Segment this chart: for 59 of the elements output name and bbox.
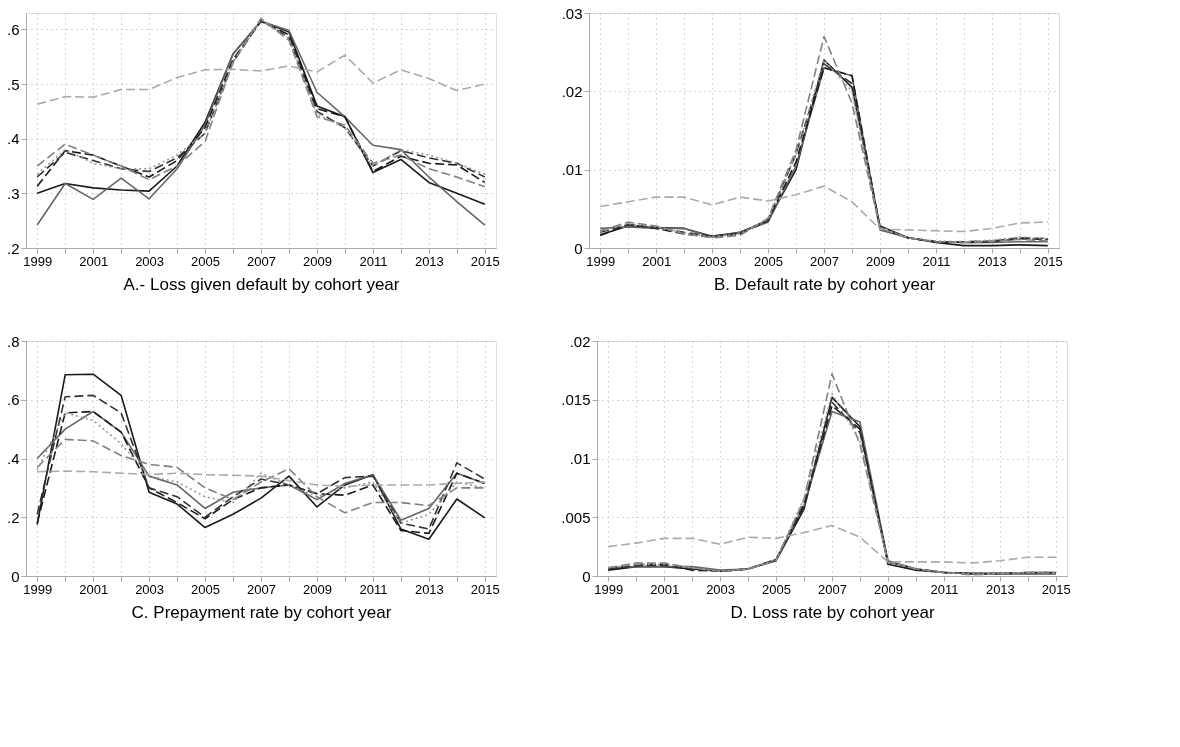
y-tick-label: 0 bbox=[574, 239, 583, 257]
x-tick-label: 2013 bbox=[414, 253, 444, 269]
x-tick-label: 2011 bbox=[930, 581, 959, 597]
x-tick-label: 2003 bbox=[135, 253, 165, 269]
y-tick-label: .015 bbox=[561, 391, 591, 409]
x-tick-label: 1999 bbox=[586, 253, 616, 269]
y-tick-label: .02 bbox=[561, 82, 583, 100]
x-tick-label: 2005 bbox=[762, 581, 792, 597]
y-tick-label: .6 bbox=[6, 391, 20, 409]
x-tick-label: 2009 bbox=[302, 581, 332, 597]
x-tick-label: 2003 bbox=[135, 581, 165, 597]
x-tick-label: 2013 bbox=[985, 581, 1015, 597]
x-tick-label: 2007 bbox=[247, 253, 276, 269]
y-tick-label: .4 bbox=[6, 450, 20, 467]
y-tick-label: .005 bbox=[561, 508, 591, 526]
x-tick-label: 1999 bbox=[594, 581, 624, 597]
x-axis-title: B. Default rate by cohort year bbox=[713, 274, 936, 294]
x-tick-label: 2011 bbox=[359, 253, 388, 269]
y-tick-label: .01 bbox=[561, 161, 583, 179]
y-tick-label: .5 bbox=[6, 75, 20, 93]
x-tick-label: 2003 bbox=[706, 581, 736, 597]
y-tick-label: .2 bbox=[6, 508, 20, 526]
y-tick-label: .6 bbox=[6, 20, 20, 38]
x-tick-label: 2013 bbox=[977, 253, 1007, 269]
x-tick-label: 2001 bbox=[650, 581, 680, 597]
x-axis-title: C. Prepayment rate by cohort year bbox=[131, 602, 392, 622]
x-tick-label: 2001 bbox=[79, 253, 109, 269]
x-tick-label: 2009 bbox=[302, 253, 332, 269]
x-tick-label: 2005 bbox=[191, 253, 221, 269]
y-tick-label: 0 bbox=[11, 567, 20, 585]
y-tick-label: .8 bbox=[6, 332, 20, 350]
x-tick-label: 2015 bbox=[470, 581, 500, 597]
x-tick-label: 2007 bbox=[818, 581, 847, 597]
x-tick-label: 1999 bbox=[23, 253, 53, 269]
y-tick-label: .2 bbox=[6, 239, 20, 257]
x-axis-title: D. Loss rate by cohort year bbox=[730, 602, 935, 622]
x-tick-label: 2015 bbox=[1033, 253, 1063, 269]
x-tick-label: 2011 bbox=[359, 581, 388, 597]
x-tick-label: 2005 bbox=[191, 581, 221, 597]
x-tick-label: 2003 bbox=[698, 253, 728, 269]
x-tick-label: 2013 bbox=[414, 581, 444, 597]
x-tick-label: 2001 bbox=[642, 253, 672, 269]
x-tick-label: 2011 bbox=[922, 253, 951, 269]
y-tick-label: 0 bbox=[582, 567, 591, 585]
x-tick-label: 2007 bbox=[810, 253, 839, 269]
y-tick-label: .3 bbox=[6, 184, 20, 202]
x-tick-label: 1999 bbox=[23, 581, 53, 597]
y-tick-label: .02 bbox=[569, 332, 591, 350]
x-tick-label: 2009 bbox=[873, 581, 903, 597]
x-tick-label: 2009 bbox=[865, 253, 895, 269]
y-tick-label: .01 bbox=[569, 450, 591, 467]
x-tick-label: 2005 bbox=[754, 253, 784, 269]
x-tick-label: 2001 bbox=[79, 581, 109, 597]
y-tick-label: .03 bbox=[561, 4, 583, 22]
y-tick-label: .4 bbox=[6, 130, 20, 148]
x-tick-label: 2015 bbox=[1041, 581, 1071, 597]
x-tick-label: 2015 bbox=[470, 253, 500, 269]
x-axis-title: A.- Loss given default by cohort year bbox=[123, 274, 400, 294]
x-tick-label: 2007 bbox=[247, 581, 276, 597]
